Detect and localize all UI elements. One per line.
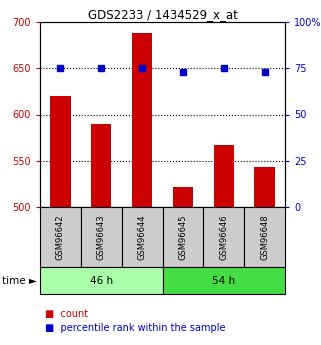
- Bar: [254, 167, 275, 207]
- Bar: [173, 187, 193, 207]
- Bar: [122, 207, 162, 267]
- Text: GSM96646: GSM96646: [219, 214, 228, 260]
- Text: time ►: time ►: [2, 276, 37, 286]
- Text: ■  count: ■ count: [45, 309, 88, 319]
- Bar: [213, 145, 234, 207]
- Bar: [50, 96, 71, 207]
- Text: GSM96642: GSM96642: [56, 214, 65, 260]
- Text: GSM96643: GSM96643: [97, 214, 106, 260]
- Bar: [40, 267, 162, 294]
- Bar: [40, 207, 81, 267]
- Bar: [81, 207, 122, 267]
- Bar: [91, 124, 111, 207]
- Text: GSM96645: GSM96645: [178, 214, 187, 260]
- Bar: [162, 267, 285, 294]
- Text: ■  percentile rank within the sample: ■ percentile rank within the sample: [45, 323, 225, 333]
- Bar: [244, 207, 285, 267]
- Text: 46 h: 46 h: [90, 276, 113, 286]
- Bar: [203, 207, 244, 267]
- Bar: [132, 33, 152, 207]
- Title: GDS2233 / 1434529_x_at: GDS2233 / 1434529_x_at: [88, 8, 238, 21]
- Text: 54 h: 54 h: [212, 276, 235, 286]
- Bar: [162, 207, 203, 267]
- Text: GSM96648: GSM96648: [260, 214, 269, 260]
- Text: GSM96644: GSM96644: [138, 214, 147, 260]
